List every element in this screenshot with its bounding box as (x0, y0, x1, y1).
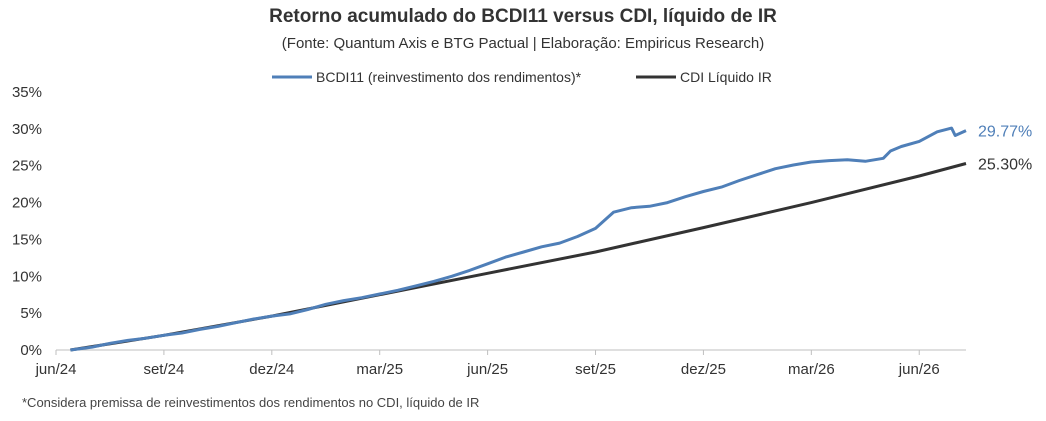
x-tick-label: mar/26 (788, 361, 835, 378)
footnote: *Considera premissa de reinvestimentos d… (22, 395, 480, 410)
y-tick-label: 10% (12, 268, 42, 285)
y-tick-label: 20% (12, 195, 42, 212)
y-tick-label: 0% (20, 342, 42, 359)
y-tick-label: 15% (12, 231, 42, 248)
end-labels: 25.30% 29.77% (978, 124, 1032, 174)
chart-title: Retorno acumulado do BCDI11 versus CDI, … (269, 6, 777, 27)
x-tick-label: jun/26 (898, 361, 940, 378)
x-tick-label: jun/24 (35, 361, 77, 378)
x-tick-label: set/25 (575, 361, 616, 378)
x-tick-label: dez/24 (249, 361, 294, 378)
x-tick-label: mar/25 (356, 361, 403, 378)
y-tick-label: 5% (20, 305, 42, 322)
series-line-cdi (70, 162, 967, 352)
legend-label-cdi: CDI Líquido IR (680, 69, 772, 85)
x-tick-label: dez/25 (681, 361, 726, 378)
series-layer (70, 126, 967, 352)
end-label-bcdi11: 29.77% (978, 124, 1032, 141)
y-tick-label: 35% (12, 84, 42, 101)
x-tick-label: set/24 (143, 361, 184, 378)
end-label-cdi: 25.30% (978, 157, 1032, 174)
y-tick-label: 25% (12, 158, 42, 175)
series-line-bcdi11 (70, 126, 967, 352)
legend: BCDI11 (reinvestimento dos rendimentos)*… (272, 69, 772, 85)
legend-label-bcdi11: BCDI11 (reinvestimento dos rendimentos)* (316, 69, 582, 85)
chart-subtitle: (Fonte: Quantum Axis e BTG Pactual | Ela… (281, 35, 765, 52)
x-tick-label: jun/25 (466, 361, 508, 378)
y-tick-label: 30% (12, 121, 42, 138)
axes: 0% 5% 10% 15% 20% 25% 30% 35% jun/24 set/24 dez/24… (12, 84, 966, 378)
